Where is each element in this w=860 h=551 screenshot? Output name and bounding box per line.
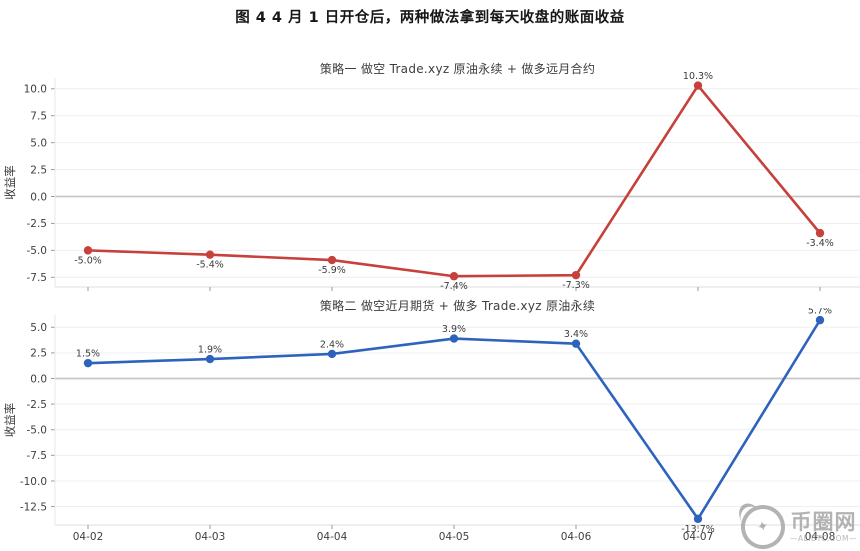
data-point: [205, 354, 215, 364]
data-point-label: -3.4%: [806, 238, 834, 249]
data-point-label: -5.9%: [318, 265, 346, 276]
data-point: [205, 250, 215, 259]
x-tick-label: 04-07: [683, 531, 714, 543]
y-tick-label: -5.0: [27, 245, 48, 257]
data-point: [815, 315, 825, 325]
y-tick-label: -7.5: [27, 272, 48, 284]
data-point: [327, 255, 337, 265]
y-axis-title: 收益率: [3, 403, 17, 438]
y-tick-label: 2.5: [30, 164, 47, 176]
data-point-label: -7.4%: [440, 281, 468, 292]
y-tick-label: 10.0: [24, 84, 47, 96]
data-point: [571, 339, 581, 348]
y-tick-label: 5.0: [30, 137, 47, 149]
data-point-label: 3.4%: [564, 329, 588, 340]
data-point: [449, 272, 459, 281]
data-point: [571, 270, 581, 280]
y-tick-label: 5.0: [30, 322, 47, 334]
y-axis-title: 收益率: [3, 165, 17, 200]
data-point-label: -5.4%: [196, 260, 224, 271]
x-tick-label: 04-05: [439, 531, 470, 543]
watermark-brand: 币圈网: [790, 510, 857, 535]
x-tick-label: 04-02: [73, 531, 104, 543]
data-point-label: -5.0%: [74, 255, 102, 266]
watermark: ✦ 币圈网 —ALIBTC.COM—: [736, 500, 857, 551]
x-tick-label: 04-08: [805, 531, 836, 543]
chart1-subtitle: 策略一 做空 Trade.xyz 原油永续 + 做多远月合约: [319, 62, 596, 76]
data-point: [815, 228, 825, 238]
y-tick-label: -2.5: [27, 399, 48, 411]
y-tick-label: -2.5: [27, 218, 48, 230]
data-point: [693, 514, 703, 524]
data-point-label: -13.7%: [681, 524, 715, 535]
series-line: [86, 84, 822, 278]
data-point: [449, 334, 459, 343]
data-point-label: 5.7%: [808, 308, 832, 317]
data-point: [83, 246, 93, 255]
data-point-label: 10.3%: [683, 71, 713, 82]
y-tick-label: -7.5: [27, 450, 48, 462]
chart2-strategy-two-line-chart: 5.0 2.5 0.0 -2.5 -5.0 -7.5 -10.0 -12.5 04-02 04-0…: [3, 308, 860, 543]
chart2-subtitle: 策略二 做空近月期货 + 做多 Trade.xyz 原油永续: [319, 299, 596, 313]
chart1-strategy-one-line-chart: 10.0 7.5 5.0 2.5 0.0 -2.5 -5.0 -7.5 收益率 -5.0% -5.4…: [3, 71, 860, 292]
data-point-label: 3.9%: [442, 324, 466, 335]
y-tick-label: 7.5: [30, 111, 47, 123]
data-point: [83, 358, 93, 368]
x-tick-label: 04-06: [561, 531, 592, 543]
data-point-label: 1.9%: [198, 345, 222, 356]
y-tick-label: 0.0: [30, 373, 47, 385]
y-tick-label: -5.0: [27, 425, 48, 437]
y-tick-label: 0.0: [30, 191, 47, 203]
data-point-label: -7.3%: [562, 280, 590, 291]
y-tick-label: 2.5: [30, 348, 47, 360]
star-icon: ✦: [755, 517, 771, 537]
watermark-logo-icon: ✦: [736, 500, 790, 551]
data-point: [327, 349, 337, 359]
data-point: [693, 81, 703, 90]
figure-title: 图 4 4 月 1 日开仓后，两种做法拿到每天收盘的账面收益: [235, 10, 625, 26]
data-point-label: 1.5%: [76, 349, 100, 360]
data-point-label: 2.4%: [320, 339, 344, 350]
watermark-domain: —ALIBTC.COM—: [789, 533, 857, 543]
x-tick-label: 04-04: [317, 531, 348, 543]
x-tick-label: 04-03: [195, 531, 226, 543]
y-tick-label: -12.5: [20, 501, 47, 513]
y-tick-label: -10.0: [20, 476, 47, 488]
